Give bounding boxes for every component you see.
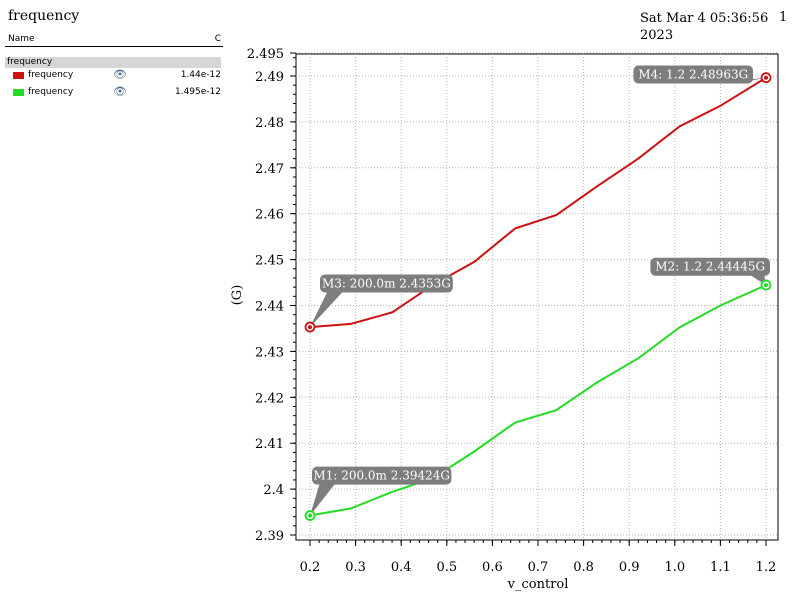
y-tick-label: 2.42	[255, 391, 284, 406]
x-tick-label: 0.6	[482, 560, 503, 575]
legend-col-name[interactable]: Name	[8, 34, 35, 44]
timestamp-line1: Sat Mar 4 05:36:56	[640, 11, 769, 26]
timestamp: Sat Mar 4 05:36:56 2023	[640, 10, 770, 44]
x-axis-title: v_control	[507, 577, 569, 592]
page-number: 1	[779, 10, 788, 25]
x-tick-label: 1.2	[756, 560, 777, 575]
y-tick-label: 2.495	[247, 47, 284, 62]
legend-header: Name C	[5, 33, 223, 47]
marker-label-m4: M4: 1.2 2.48963G	[638, 67, 748, 81]
marker-point-dot	[764, 75, 768, 80]
timestamp-line2: 2023	[640, 28, 674, 43]
y-tick-label: 2.41	[255, 437, 284, 452]
x-tick-label: 0.5	[436, 560, 457, 575]
legend-swatch	[13, 72, 24, 79]
y-tick-label: 2.46	[255, 208, 284, 223]
y-tick-label: 2.39	[255, 529, 284, 544]
marker-point-dot	[764, 283, 768, 288]
y-tick-label: 2.48	[255, 116, 284, 131]
marker-label-box[interactable]	[320, 274, 453, 293]
y-axis-title: (G)	[230, 285, 245, 306]
x-tick-label: 0.9	[619, 560, 640, 575]
plot-area[interactable]	[295, 53, 779, 541]
y-tick-label: 2.49	[255, 70, 284, 85]
marker-pointer	[310, 482, 336, 516]
window-title: frequency	[8, 8, 80, 24]
y-tick-label: 2.44	[255, 300, 284, 315]
series-line-red[interactable]	[309, 76, 767, 329]
legend-item-frequency-red[interactable]: frequency 👁 1.44e-12	[5, 68, 223, 84]
marker-label-m1: M1: 200.0m 2.39424G	[313, 469, 450, 483]
legend-col-c[interactable]: C	[214, 34, 221, 44]
x-tick-label: 0.8	[573, 560, 594, 575]
eye-icon[interactable]: 👁	[113, 85, 127, 98]
marker-label-m2: M2: 1.2 2.44445G	[655, 260, 765, 274]
marker-point-dot	[308, 513, 312, 518]
marker-label-box[interactable]	[312, 466, 452, 485]
marker-pointer	[310, 290, 344, 328]
x-tick-label: 1.1	[710, 560, 731, 575]
legend-item-value: 1.44e-12	[180, 70, 221, 80]
series-line-green[interactable]	[309, 284, 767, 517]
x-tick-label: 0.2	[300, 560, 321, 575]
y-tick-label: 2.43	[255, 345, 284, 360]
y-tick-label: 2.47	[255, 162, 284, 177]
legend-item-label: frequency	[28, 70, 74, 80]
legend-group-label: frequency	[7, 57, 53, 67]
x-tick-label: 0.7	[528, 560, 549, 575]
y-tick-label: 2.45	[255, 254, 284, 269]
x-tick-label: 0.3	[345, 560, 366, 575]
eye-icon[interactable]: 👁	[113, 68, 127, 81]
x-tick-label: 0.4	[391, 560, 412, 575]
marker-label-m3: M3: 200.0m 2.4353G	[322, 276, 451, 290]
legend-item-frequency-green[interactable]: frequency 👁 1.495e-12	[5, 85, 223, 101]
marker-label-box[interactable]	[650, 257, 770, 276]
marker-point-dot	[308, 325, 312, 330]
legend-item-label: frequency	[28, 87, 74, 97]
legend-swatch	[13, 89, 24, 96]
marker-label-box[interactable]	[633, 65, 754, 84]
legend-group[interactable]: frequency	[5, 57, 221, 68]
x-tick-label: 1.0	[664, 560, 685, 575]
legend-item-value: 1.495e-12	[174, 87, 221, 97]
y-tick-label: 2.4	[263, 483, 284, 498]
